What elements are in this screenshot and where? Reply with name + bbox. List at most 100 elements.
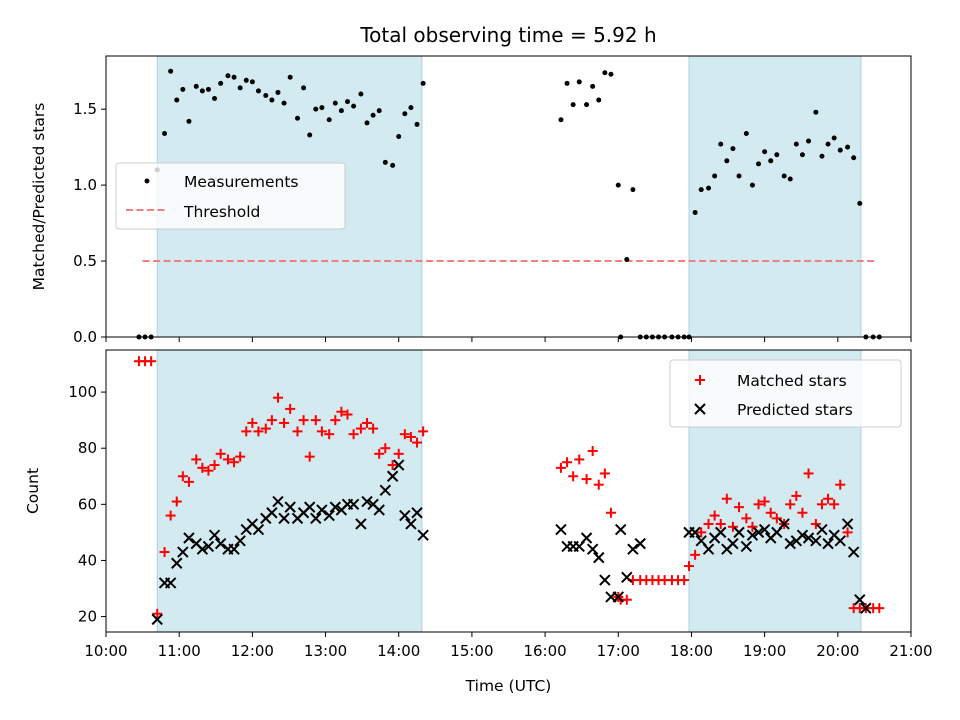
x-tick-label: 19:00 (743, 642, 786, 660)
legend-label-measurements: Measurements (184, 173, 299, 191)
predicted-star-point (778, 518, 790, 530)
predicted-star-point (379, 484, 392, 497)
predicted-star-point (740, 540, 753, 553)
measurement-point (806, 138, 812, 144)
matched-star-point (209, 460, 220, 471)
matched-star-point (260, 423, 271, 434)
measurement-point (351, 103, 357, 109)
predicted-star-point (816, 523, 828, 536)
predicted-star-point (727, 537, 739, 550)
matched-star-point (266, 415, 277, 426)
measurement-point (180, 86, 186, 92)
x-tick-label: 20:00 (816, 642, 859, 660)
matched-star-point (684, 561, 695, 572)
matched-star-point (330, 415, 341, 426)
predicted-star-point (586, 543, 599, 555)
measurement-point (799, 152, 805, 158)
matched-star-point (605, 507, 616, 518)
measurement-point (294, 115, 300, 121)
predicted-star-point (347, 498, 360, 511)
predicted-star-point (634, 537, 646, 550)
matched-star-point (374, 448, 385, 459)
matched-star-point (380, 443, 391, 454)
measurement-point (218, 80, 224, 86)
matched-star-point (272, 392, 283, 403)
predicted-star-point (593, 551, 605, 564)
bottom-y-tick-label: 80 (78, 439, 97, 457)
matched-star-point (342, 409, 353, 420)
measurement-point (205, 86, 211, 92)
matched-star-point (835, 479, 846, 490)
matched-star-point (412, 437, 423, 448)
top-y-tick-label: 1.5 (73, 100, 97, 118)
bottom-y-axis-label: Count (24, 468, 42, 514)
top-y-ticks: 0.0 0.5 1.0 1.5 (73, 100, 106, 346)
matched-star-point (747, 521, 758, 532)
measurement-point (281, 100, 287, 106)
measurement-point (608, 71, 614, 77)
matched-star-point (405, 431, 416, 442)
measurement-point (358, 91, 364, 97)
measurement-point (255, 88, 261, 94)
measurement-point (624, 257, 630, 263)
top-legend: Measurements Threshold (115, 162, 346, 230)
matched-star-point (709, 510, 720, 521)
measurement-point (376, 108, 382, 114)
measurement-point (390, 162, 396, 168)
matched-star-point (574, 454, 585, 465)
predicted-star-point (177, 546, 189, 558)
predicted-star-point (615, 523, 627, 536)
matched-star-point (253, 426, 264, 437)
measurement-point (596, 97, 602, 103)
matched-star-point (759, 496, 770, 507)
measurement-point (774, 152, 780, 158)
measurement-point (408, 105, 414, 111)
bottom-legend-box (669, 359, 902, 428)
predicted-star-point (214, 537, 227, 550)
measurement-point (718, 141, 724, 147)
measurement-point (813, 109, 819, 115)
x-tick-label: 12:00 (231, 642, 274, 660)
measurement-point (225, 73, 231, 79)
measurement-point (162, 130, 168, 136)
measurement-point (590, 83, 596, 89)
matched-star-point (696, 527, 707, 538)
measurement-point (231, 74, 237, 80)
x-tick-label: 11:00 (158, 642, 201, 660)
matched-star-point (183, 476, 194, 487)
matched-star-point (362, 417, 373, 428)
matched-star-point (292, 426, 303, 437)
matched-star-point (703, 518, 714, 529)
matched-star-point (336, 406, 347, 417)
measurement-point (402, 111, 408, 117)
matched-star-point (152, 608, 163, 619)
predicted-star-point (860, 602, 872, 614)
predicted-star-point (272, 495, 284, 508)
legend-marker-predicted-stars (694, 403, 706, 415)
measurement-point (199, 88, 205, 94)
bottom-y-tick-label: 100 (68, 383, 97, 401)
measurement-point (851, 155, 857, 161)
matched-star-point (765, 507, 776, 518)
predicted-star-point (758, 523, 771, 536)
measurement-point (576, 79, 582, 85)
measurement-point (584, 102, 590, 108)
matched-star-point (734, 502, 745, 513)
top-y-axis-label: Matched/Predicted stars (30, 103, 48, 291)
measurement-point (706, 185, 712, 191)
bottom-y-tick-label: 60 (78, 495, 97, 513)
predicted-star-point (323, 509, 335, 522)
matched-star-point (285, 403, 296, 414)
predicted-star-point (752, 526, 765, 539)
measurement-point (602, 70, 608, 76)
matched-star-point (316, 426, 327, 437)
measurement-point (570, 102, 576, 108)
top-legend-box (115, 162, 346, 230)
measurement-point (736, 173, 742, 179)
matched-star-point (562, 457, 573, 468)
measurement-point (630, 187, 636, 193)
matched-star-point (197, 462, 208, 473)
matched-star-point (797, 507, 808, 518)
matched-star-point (587, 446, 598, 457)
matched-star-point (771, 513, 782, 524)
